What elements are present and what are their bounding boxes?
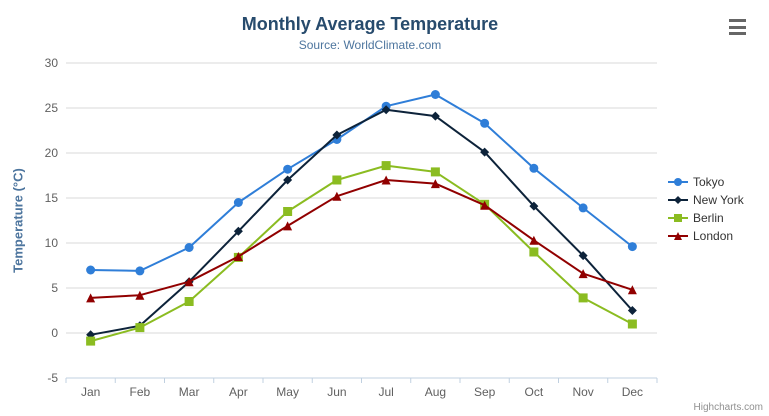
- data-point[interactable]: [233, 226, 243, 236]
- xaxis-tick-label: Mar: [179, 385, 200, 399]
- data-point[interactable]: [529, 163, 539, 173]
- data-point: [674, 177, 682, 186]
- yaxis-tick-label: 0: [51, 326, 58, 340]
- xaxis-tick-label: Jul: [378, 385, 393, 399]
- data-point[interactable]: [430, 111, 440, 121]
- data-point[interactable]: [381, 161, 391, 171]
- series-new-york[interactable]: [86, 105, 637, 340]
- yaxis-tick-label: 15: [45, 191, 59, 205]
- legend-item-berlin[interactable]: Berlin: [668, 210, 744, 225]
- london-legend-marker-icon: [668, 231, 688, 240]
- data-point[interactable]: [578, 293, 588, 303]
- data-point[interactable]: [283, 164, 293, 174]
- xaxis-tick-label: Apr: [229, 385, 248, 399]
- chart-subtitle: Source: WorldClimate.com: [298, 38, 442, 52]
- data-point[interactable]: [578, 203, 588, 213]
- data-point[interactable]: [135, 266, 145, 276]
- yaxis-tick-label: 25: [45, 101, 59, 115]
- data-point: [674, 195, 682, 204]
- data-point[interactable]: [135, 323, 145, 333]
- legend-label: Tokyo: [693, 174, 725, 189]
- data-point: [674, 213, 682, 222]
- data-point[interactable]: [430, 179, 440, 189]
- data-point[interactable]: [233, 198, 243, 207]
- legend-label: Berlin: [693, 210, 724, 225]
- data-point[interactable]: [283, 207, 293, 216]
- credits-link[interactable]: Highcharts.com: [693, 402, 763, 413]
- data-point[interactable]: [529, 201, 539, 211]
- xaxis-tick-label: Sep: [474, 385, 496, 399]
- yaxis-tick-label: 10: [45, 236, 59, 250]
- yaxis-title: Temperature (°C): [10, 168, 26, 273]
- data-point[interactable]: [480, 200, 490, 210]
- data-point[interactable]: [86, 265, 96, 275]
- data-point[interactable]: [381, 105, 391, 115]
- data-point[interactable]: [86, 336, 96, 346]
- legend-item-tokyo[interactable]: Tokyo: [668, 174, 744, 189]
- new-york-legend-marker-icon: [668, 195, 688, 204]
- hamburger-bar: [729, 25, 746, 29]
- hamburger-icon[interactable]: [729, 19, 749, 35]
- xaxis-tick-label: May: [276, 385, 299, 399]
- data-point[interactable]: [430, 167, 440, 177]
- data-point[interactable]: [86, 293, 96, 303]
- xaxis-tick-label: Jan: [81, 385, 100, 399]
- legend-label: London: [693, 228, 734, 243]
- data-point[interactable]: [627, 242, 637, 252]
- data-point[interactable]: [578, 269, 588, 279]
- data-point[interactable]: [332, 175, 342, 185]
- legend-item-new-york[interactable]: New York: [668, 192, 744, 207]
- xaxis-tick-label: Feb: [130, 385, 151, 399]
- data-point[interactable]: [184, 277, 194, 287]
- legend-item-london[interactable]: London: [668, 228, 744, 243]
- legend: Tokyo New York Berlin London: [668, 174, 744, 243]
- data-point[interactable]: [283, 175, 293, 185]
- data-point[interactable]: [381, 175, 391, 185]
- xaxis-tick-label: Oct: [525, 385, 544, 399]
- data-point[interactable]: [332, 130, 342, 140]
- xaxis-tick-label: Aug: [425, 385, 446, 399]
- series-line: [90, 164, 633, 343]
- data-point[interactable]: [480, 147, 490, 157]
- yaxis-tick-label: 30: [45, 56, 59, 70]
- data-point[interactable]: [627, 306, 637, 315]
- series-line: [90, 179, 633, 299]
- series-line: [90, 93, 633, 272]
- legend-label: New York: [693, 192, 744, 207]
- data-point[interactable]: [184, 243, 194, 252]
- data-point[interactable]: [627, 319, 637, 329]
- data-point[interactable]: [529, 247, 539, 257]
- hamburger-bar: [729, 32, 746, 35]
- berlin-legend-marker-icon: [668, 213, 688, 222]
- data-point[interactable]: [578, 251, 588, 261]
- yaxis-tick-label: -5: [47, 371, 58, 385]
- data-point[interactable]: [184, 297, 194, 306]
- series-tokyo[interactable]: [86, 90, 637, 276]
- yaxis-tick-label: 20: [45, 146, 59, 160]
- tokyo-legend-marker-icon: [668, 177, 688, 186]
- series-line: [90, 108, 634, 336]
- data-point[interactable]: [627, 285, 637, 295]
- data-point[interactable]: [480, 118, 490, 128]
- xaxis-tick-label: Dec: [622, 385, 643, 399]
- yaxis-tick-label: 5: [51, 281, 58, 295]
- hamburger-bar: [729, 19, 746, 22]
- data-point[interactable]: [332, 191, 342, 201]
- data-point[interactable]: [283, 221, 293, 231]
- data-point[interactable]: [135, 290, 145, 300]
- xaxis-tick-label: Nov: [572, 385, 593, 399]
- data-point[interactable]: [529, 235, 539, 245]
- series-london[interactable]: [86, 175, 637, 303]
- data-point[interactable]: [430, 90, 440, 99]
- data-point[interactable]: [233, 252, 243, 261]
- xaxis-tick-label: Jun: [327, 385, 346, 399]
- data-point: [674, 231, 682, 240]
- chart-title: Monthly Average Temperature: [241, 14, 499, 34]
